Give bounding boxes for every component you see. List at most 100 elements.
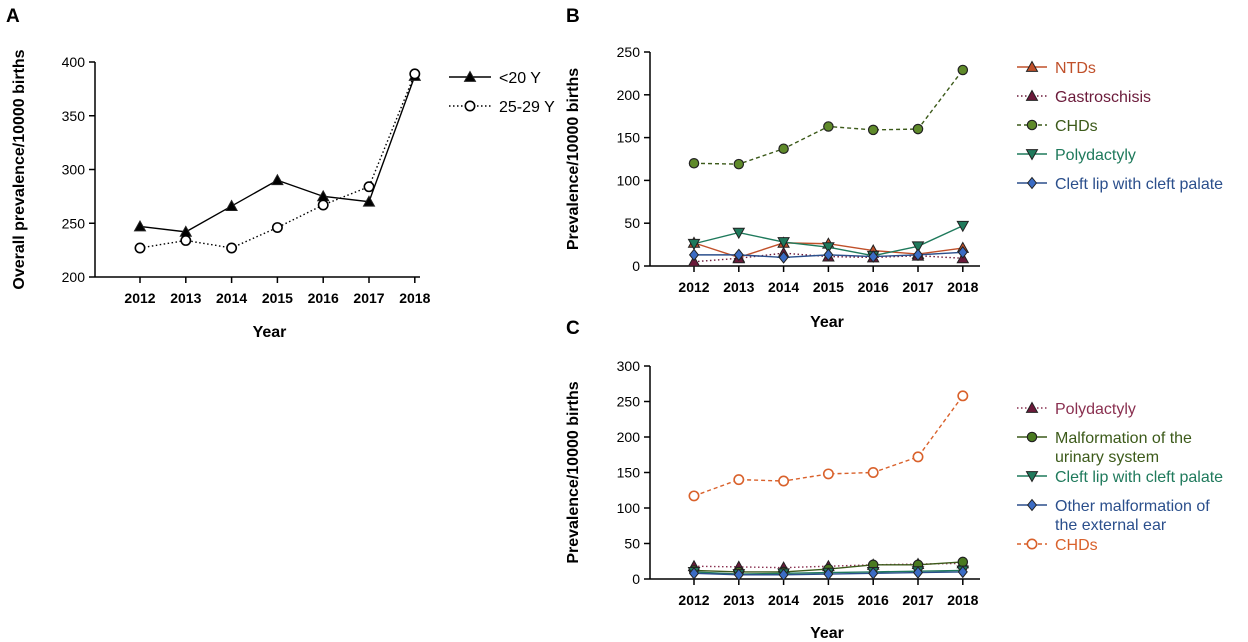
x-tick-label: 2018 bbox=[399, 290, 430, 306]
legend-entry: Polydactyly bbox=[1017, 147, 1136, 164]
data-point bbox=[957, 64, 969, 76]
data-point bbox=[956, 220, 970, 233]
legend-entry: Gastroschisis bbox=[1017, 89, 1151, 106]
legend-entry: Other malformation of the external ear bbox=[1017, 498, 1210, 534]
data-point bbox=[778, 251, 789, 264]
x-tick-label: 2014 bbox=[768, 279, 799, 295]
y-tick-label: 0 bbox=[632, 258, 640, 274]
data-point bbox=[868, 567, 879, 580]
legend-marker bbox=[1025, 149, 1039, 161]
legend-entry: CHDs bbox=[1017, 118, 1098, 135]
data-point bbox=[316, 189, 330, 202]
legend-entry: 25-29 Y bbox=[449, 99, 555, 116]
legend-entry: <20 Y bbox=[449, 70, 541, 87]
legend-label: urinary system bbox=[1055, 449, 1159, 466]
legend-marker bbox=[1026, 176, 1038, 190]
series-3 bbox=[688, 565, 968, 582]
series-line bbox=[139, 73, 416, 249]
data-point bbox=[912, 123, 924, 135]
x-axis-label: Year bbox=[253, 324, 287, 341]
legend-marker bbox=[1026, 498, 1038, 512]
y-tick-label: 0 bbox=[632, 571, 640, 587]
data-point bbox=[867, 467, 879, 478]
y-tick-label: 200 bbox=[617, 87, 641, 103]
y-tick-label: 350 bbox=[62, 108, 86, 124]
y-tick-label: 250 bbox=[617, 44, 641, 60]
x-tick-label: 2018 bbox=[947, 592, 978, 608]
data-point bbox=[823, 121, 834, 132]
data-point bbox=[362, 195, 376, 207]
x-tick-label: 2013 bbox=[723, 592, 754, 608]
x-tick-label: 2015 bbox=[813, 279, 844, 295]
x-axis-label: Year bbox=[810, 625, 844, 642]
series-1 bbox=[134, 68, 421, 254]
legend-label: <20 Y bbox=[499, 70, 541, 87]
chart-panel-a: A 200 250 300 350 400 2012 2013 2014 2015 2016 2017… bbox=[6, 6, 555, 341]
data-point bbox=[778, 475, 790, 487]
data-point bbox=[134, 242, 146, 254]
data-point bbox=[271, 173, 284, 186]
legend-marker bbox=[1025, 60, 1039, 72]
data-point bbox=[688, 490, 700, 502]
data-point bbox=[688, 567, 700, 580]
data-point bbox=[822, 242, 835, 254]
y-axis-label: Prevalence/10000 births bbox=[565, 68, 582, 250]
data-point bbox=[912, 248, 924, 262]
legend-marker bbox=[1025, 89, 1039, 101]
legend-entry: Cleft lip with cleft palate bbox=[1017, 176, 1223, 193]
legend-label: Cleft lip with cleft palate bbox=[1055, 176, 1223, 193]
legend-label: Polydactyly bbox=[1055, 401, 1136, 418]
y-tick-label: 300 bbox=[617, 358, 641, 374]
legend-label: CHDs bbox=[1055, 537, 1098, 554]
x-tick-label: 2012 bbox=[678, 279, 709, 295]
legend-marker bbox=[1026, 119, 1038, 131]
x-tick-label: 2017 bbox=[353, 290, 384, 306]
legend-marker bbox=[463, 70, 477, 82]
data-point bbox=[732, 227, 746, 240]
legend-marker bbox=[1025, 401, 1039, 413]
y-tick-label: 400 bbox=[62, 54, 86, 70]
series-4 bbox=[688, 246, 968, 264]
data-point bbox=[363, 181, 375, 193]
x-tick-label: 2016 bbox=[308, 290, 339, 306]
y-tick-label: 300 bbox=[62, 162, 86, 178]
chart-panel-b: B 0 50 100 150 200 250 2012 2013 2014 2015 2016 2017… bbox=[565, 6, 1223, 331]
x-tick-label: 2015 bbox=[813, 592, 844, 608]
legend-label: Polydactyly bbox=[1055, 147, 1136, 164]
legend-entry: NTDs bbox=[1017, 60, 1096, 77]
legend-marker bbox=[1026, 538, 1038, 550]
x-tick-label: 2017 bbox=[902, 279, 933, 295]
y-tick-label: 250 bbox=[617, 394, 641, 410]
y-tick-label: 150 bbox=[617, 130, 641, 146]
x-tick-label: 2012 bbox=[678, 592, 709, 608]
x-tick-label: 2017 bbox=[902, 592, 933, 608]
series-line bbox=[139, 75, 416, 233]
legend-marker bbox=[1026, 431, 1038, 443]
data-point bbox=[733, 568, 744, 582]
data-point bbox=[271, 222, 283, 234]
legend-label: 25-29 Y bbox=[499, 99, 555, 116]
data-point bbox=[733, 474, 745, 486]
y-tick-label: 150 bbox=[617, 465, 641, 481]
data-point bbox=[409, 68, 421, 80]
legend-label: Cleft lip with cleft palate bbox=[1055, 469, 1223, 486]
x-tick-label: 2018 bbox=[947, 279, 978, 295]
panel-letter: B bbox=[566, 6, 580, 27]
data-point bbox=[823, 248, 834, 262]
x-tick-label: 2016 bbox=[858, 279, 889, 295]
data-point bbox=[823, 567, 834, 581]
y-axis-label: Prevalence/10000 births bbox=[565, 381, 582, 563]
data-point bbox=[777, 237, 790, 249]
x-axis-label: Year bbox=[810, 314, 844, 331]
y-tick-label: 200 bbox=[62, 269, 86, 285]
data-point bbox=[957, 390, 969, 402]
data-point bbox=[226, 242, 238, 254]
y-tick-label: 250 bbox=[62, 215, 86, 231]
data-point bbox=[133, 219, 147, 232]
data-point bbox=[778, 143, 789, 155]
panel-letter: C bbox=[566, 318, 580, 339]
legend-label: Malformation of the bbox=[1055, 430, 1192, 447]
data-point bbox=[822, 468, 834, 480]
x-tick-label: 2013 bbox=[723, 279, 754, 295]
